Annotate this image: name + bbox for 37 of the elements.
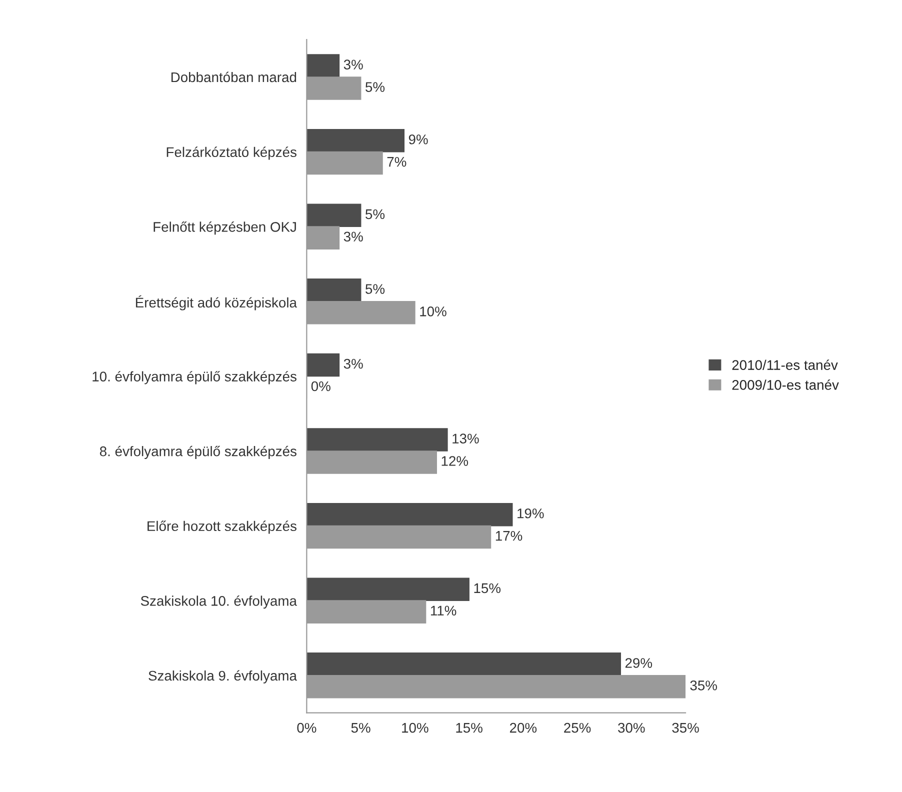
y-tick-label: 8. évfolyamra épülő szakképzés <box>100 446 296 459</box>
data-label: 15% <box>474 583 501 594</box>
y-tick-label: Érettségit adó középiskola <box>136 295 297 310</box>
data-label: 12% <box>442 456 468 466</box>
x-tick-label: 25% <box>564 722 591 733</box>
y-tick-label: Felzárkóztató képzés <box>166 146 296 160</box>
data-label: 3% <box>344 358 363 369</box>
data-label: 0% <box>311 381 330 392</box>
y-tick-label: Szakiskola 10. évfolyama <box>140 595 297 609</box>
legend-label: 2009/10-es tanév <box>732 380 839 390</box>
x-tick-label: 35% <box>672 722 699 733</box>
x-tick-label: 30% <box>618 722 645 733</box>
x-tick-label: 15% <box>456 722 482 733</box>
x-tick-label: 5% <box>351 722 370 733</box>
x-tick-label: 10% <box>402 722 428 733</box>
data-label: 3% <box>344 60 363 70</box>
y-tick-label: Felnőtt képzésben OKJ <box>154 221 296 235</box>
data-label: 13% <box>452 434 479 444</box>
y-tick-label: 10. évfolyamra épülő szakképzés <box>92 371 296 384</box>
data-label: 35% <box>690 680 717 690</box>
data-label: 11% <box>430 606 456 616</box>
x-tick-label: 20% <box>510 722 537 733</box>
data-label: 17% <box>496 530 522 541</box>
data-label: 7% <box>387 156 406 167</box>
data-label: 3% <box>344 232 363 242</box>
data-label: 5% <box>366 209 385 220</box>
x-tick-label: 0% <box>297 722 316 733</box>
data-label: 19% <box>518 508 544 518</box>
data-label: 9% <box>408 134 428 144</box>
data-label: 10% <box>420 306 446 316</box>
y-tick-label: Előre hozott szakképzés <box>148 520 296 534</box>
y-tick-label: Szakiskola 9. évfolyama <box>148 670 297 684</box>
legend-label: 2010/11-es tanév <box>732 360 838 370</box>
y-tick-label: Dobbantóban marad <box>171 72 296 82</box>
data-label: 5% <box>366 82 385 92</box>
data-label: 29% <box>625 658 652 668</box>
data-label: 5% <box>366 284 385 294</box>
